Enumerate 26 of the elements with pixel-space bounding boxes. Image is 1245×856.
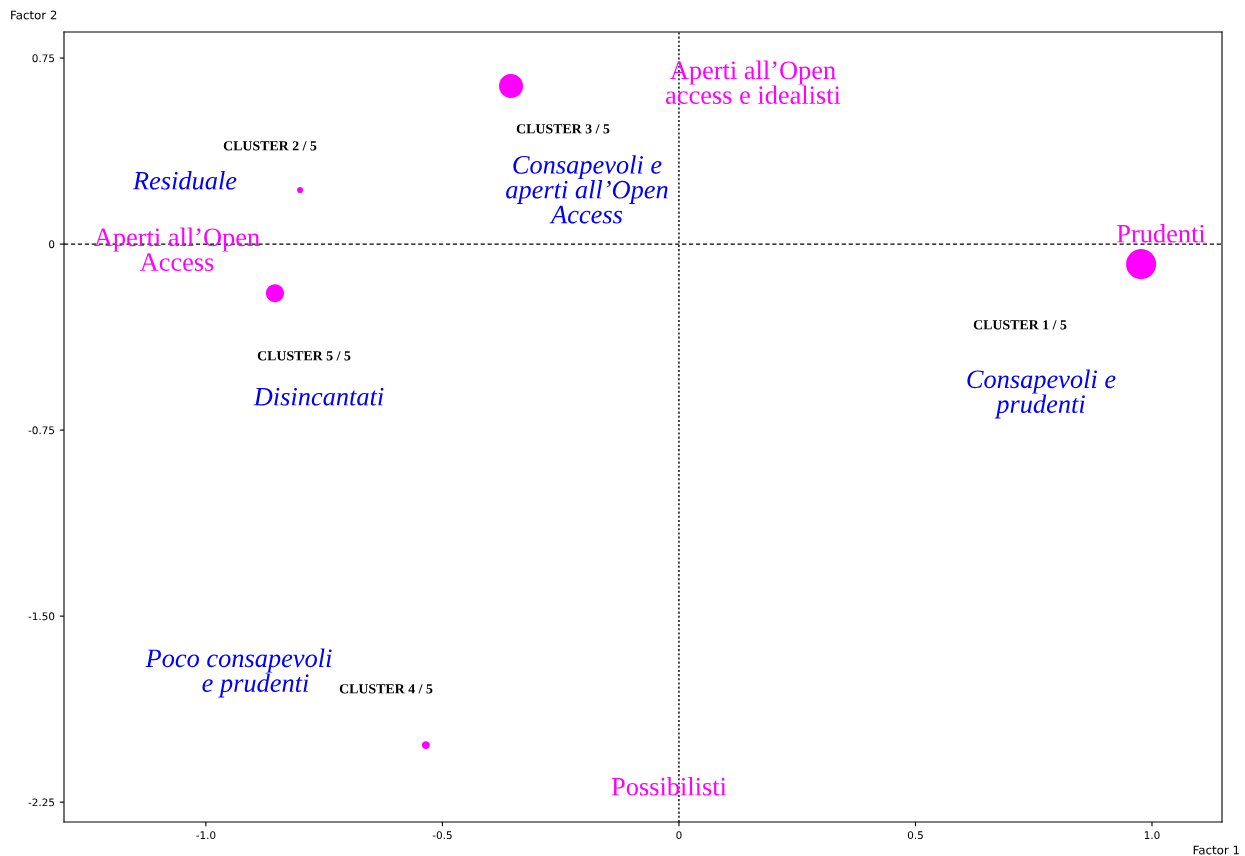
annotation: Consapevoli e prudenti	[967, 369, 1116, 419]
annotation: Disincantati	[253, 387, 384, 406]
x-tick-label: -1.0	[196, 831, 216, 840]
y-tick-label: -2.25	[28, 798, 55, 807]
annotation: CLUSTER 3 / 5	[516, 124, 610, 134]
annotation: CLUSTER 1 / 5	[973, 320, 1067, 330]
y-tick-label: 0	[49, 240, 55, 249]
annotation: Residuale	[132, 171, 237, 190]
x-tick-label: 0.5	[907, 831, 923, 840]
annotation: Poco consapevoli e prudenti	[145, 648, 332, 698]
annotation: Aperti all’Open access e idealisti	[666, 60, 841, 105]
y-axis-title: Factor 2	[11, 10, 57, 20]
annotation: Consapevoli e aperti all’Open Access	[506, 155, 668, 224]
y-tick-label: -1.50	[28, 612, 55, 621]
annotation: CLUSTER 2 / 5	[223, 141, 317, 151]
annotation: CLUSTER 5 / 5	[257, 351, 351, 361]
x-tick-label: 1.0	[1144, 831, 1160, 840]
x-tick-label: 0	[676, 831, 682, 840]
x-axis-title: Factor 1	[1193, 845, 1239, 855]
y-tick-label: -0.75	[28, 426, 55, 435]
annotation: Aperti all’Open Access	[94, 227, 260, 272]
annotation: CLUSTER 4 / 5	[339, 684, 433, 694]
x-tick-label: -0.5	[432, 831, 452, 840]
y-tick-label: 0.75	[32, 54, 55, 63]
annotation: Prudenti	[1117, 224, 1206, 243]
annotation: Possibilisti	[611, 777, 727, 796]
